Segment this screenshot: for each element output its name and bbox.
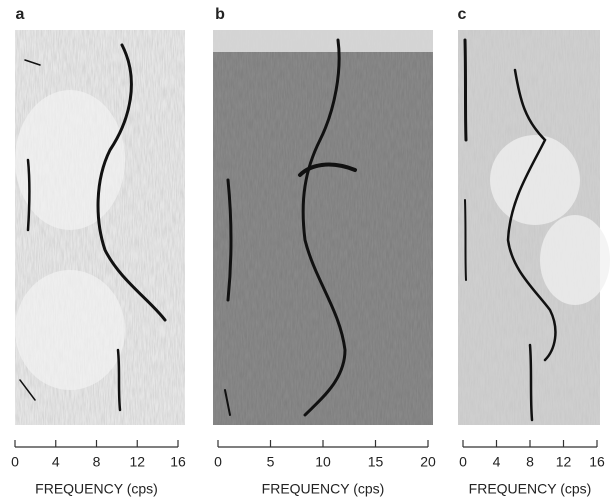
- x-tick-label: 10: [315, 454, 331, 470]
- x-tick-label: 12: [129, 454, 145, 470]
- x-axis-label: FREQUENCY (cps): [262, 481, 385, 497]
- panel-label: c: [458, 6, 467, 23]
- x-tick-label: 16: [170, 454, 186, 470]
- x-tick-label: 8: [526, 454, 534, 470]
- x-axis-label: FREQUENCY (cps): [469, 481, 592, 497]
- x-tick-label: 16: [589, 454, 605, 470]
- x-tick-label: 0: [11, 454, 19, 470]
- x-tick-label: 4: [52, 454, 60, 470]
- x-tick-label: 0: [459, 454, 467, 470]
- x-tick-label: 4: [493, 454, 501, 470]
- x-tick-label: 12: [556, 454, 572, 470]
- spectrogram-image: [458, 30, 610, 425]
- panel-label: a: [16, 6, 25, 23]
- x-tick-label: 8: [93, 454, 101, 470]
- x-tick-label: 0: [214, 454, 222, 470]
- spectrogram-image: [213, 30, 433, 425]
- spectrogram-image: [15, 30, 185, 425]
- x-axis-label: FREQUENCY (cps): [35, 481, 158, 497]
- panel-label: b: [215, 6, 225, 23]
- x-tick-label: 15: [368, 454, 384, 470]
- x-tick-label: 5: [267, 454, 275, 470]
- x-tick-label: 20: [420, 454, 436, 470]
